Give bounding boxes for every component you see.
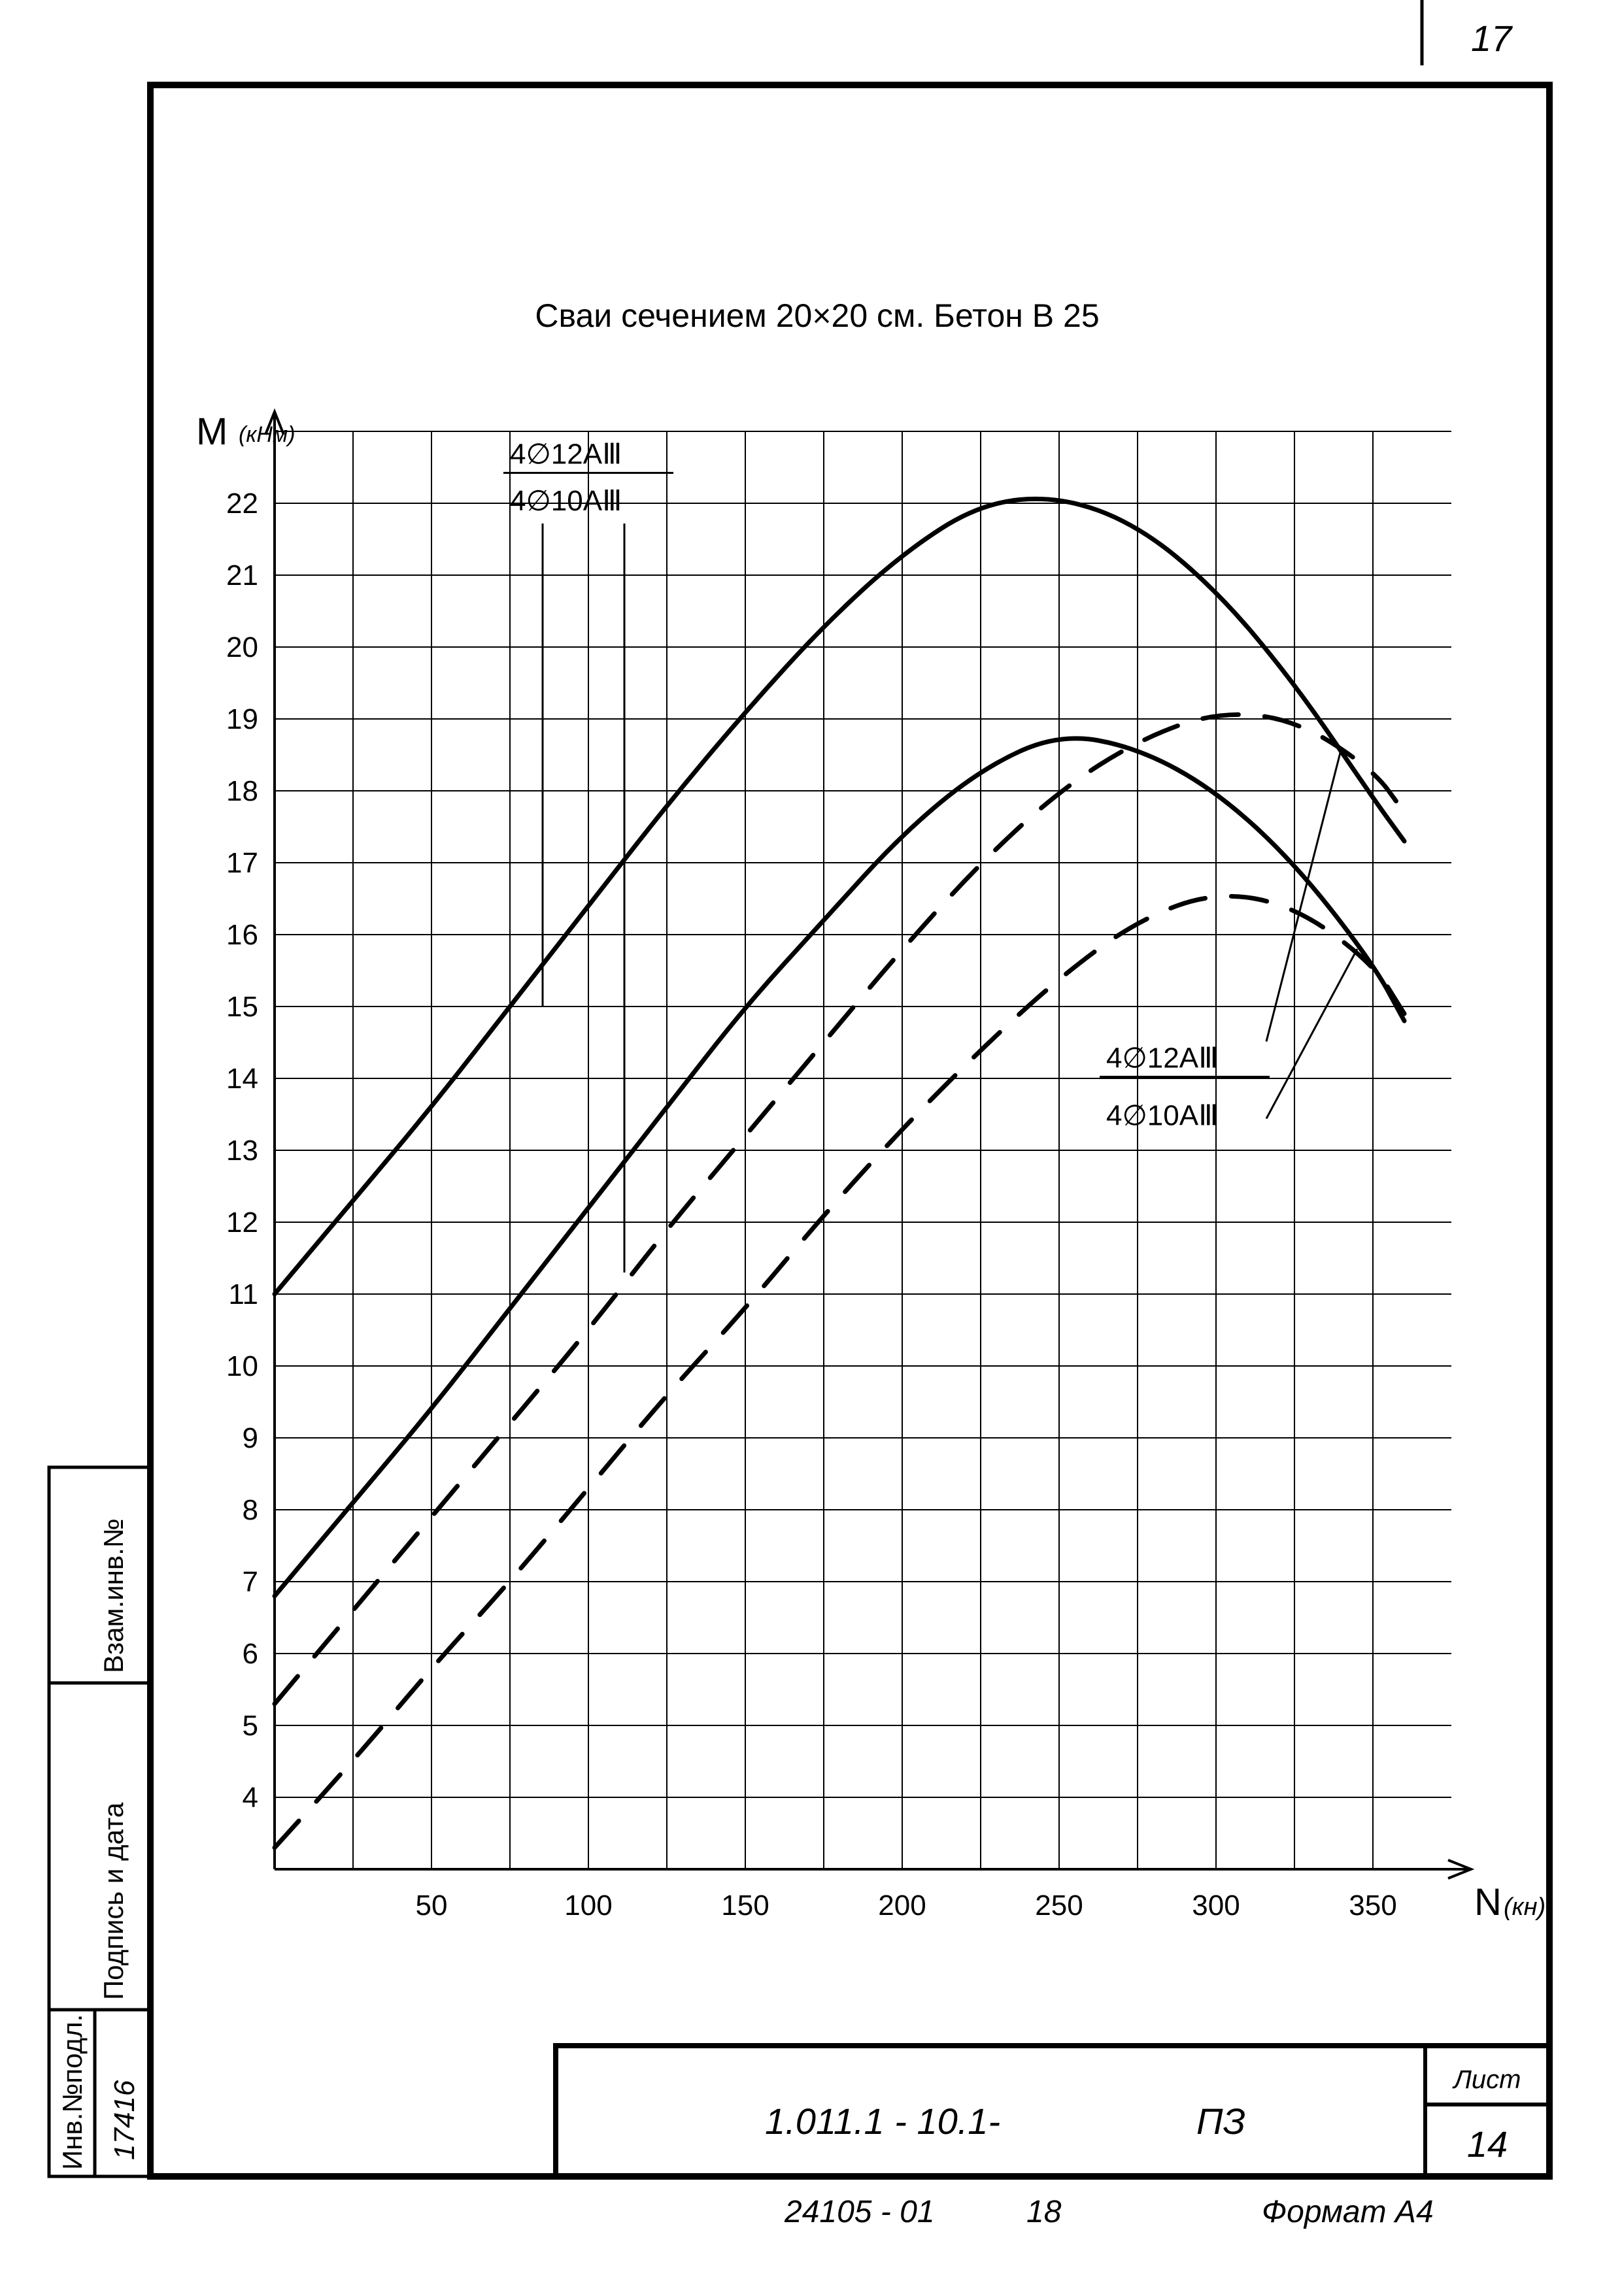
y-tick-label: 13 xyxy=(226,1135,258,1167)
annotation-left-upper: 4∅12АⅢ xyxy=(510,439,622,471)
y-tick-label: 8 xyxy=(243,1494,258,1526)
page: 17 Взам.инв.№ Подпись и дата Инв.№подл. … xyxy=(0,0,1622,2293)
chart-title: Сваи сечением 20×20 см. Бетон В 25 xyxy=(535,297,1099,334)
curve-solid_lower_4d10AIII xyxy=(275,739,1404,1596)
y-tick-label: 21 xyxy=(226,559,258,591)
side-label-podpis-data: Подпись и дата xyxy=(98,1802,129,2000)
x-tick-label: 250 xyxy=(1035,1889,1083,1922)
x-axis-units: (кн) xyxy=(1504,1893,1546,1921)
x-tick-label: 300 xyxy=(1192,1889,1240,1922)
x-tick-label: 100 xyxy=(564,1889,612,1922)
y-tick-label: 15 xyxy=(226,991,258,1023)
outer-frame xyxy=(150,85,1549,2176)
side-label-inv-podl: Инв.№подл. xyxy=(57,2014,88,2170)
annotation-right-leader-lower xyxy=(1266,949,1357,1119)
side-strip: Взам.инв.№ Подпись и дата Инв.№подл. 174… xyxy=(49,1467,150,2176)
chart: M (кНм) N(кн) 50 100 150 200 250 300 350 4 5 6 7 8 9 10 1… xyxy=(196,410,1546,1923)
x-tick-label: 350 xyxy=(1349,1889,1396,1922)
y-tick-label: 10 xyxy=(226,1350,258,1382)
doc-number: 1.011.1 - 10.1- xyxy=(765,2101,1000,2142)
drawing-svg: 17 Взам.инв.№ Подпись и дата Инв.№подл. … xyxy=(0,0,1622,2293)
y-tick-label: 11 xyxy=(228,1278,258,1310)
y-tick-label: 12 xyxy=(226,1206,258,1239)
page-number-top: 17 xyxy=(1471,18,1513,59)
x-tick-label: 200 xyxy=(878,1889,926,1922)
y-tick-label: 9 xyxy=(243,1422,258,1454)
annotation-left-lower: 4∅10АⅢ xyxy=(510,485,622,517)
annotation-right-lower: 4∅10АⅢ xyxy=(1106,1100,1218,1132)
y-tick-label: 14 xyxy=(226,1063,258,1095)
side-label-inv-number: 17416 xyxy=(109,2080,141,2160)
y-tick-label: 20 xyxy=(226,631,258,663)
footer-left: 24105 - 01 xyxy=(784,2195,935,2229)
y-axis-units: (кНм) xyxy=(239,422,296,447)
x-axis-label: N xyxy=(1474,1881,1502,1923)
footer-mid: 18 xyxy=(1026,2195,1062,2229)
y-tick-label: 16 xyxy=(226,919,258,951)
footer-right: Формат А4 xyxy=(1262,2195,1434,2229)
x-tick-label: 50 xyxy=(416,1889,448,1922)
y-tick-label: 4 xyxy=(243,1782,258,1814)
sheet-number: 14 xyxy=(1467,2123,1508,2165)
y-tick-label: 17 xyxy=(226,847,258,879)
y-tick-label: 19 xyxy=(226,703,258,735)
y-tick-label: 7 xyxy=(243,1566,258,1598)
curve-dashed_lower_4d10AIII xyxy=(275,896,1404,1848)
title-block: 1.011.1 - 10.1- ПЗ Лист 14 xyxy=(556,2046,1549,2176)
doc-code: ПЗ xyxy=(1196,2101,1245,2142)
x-tick-label: 150 xyxy=(721,1889,769,1922)
y-axis-label: M xyxy=(196,410,228,453)
side-label-vzam-inv: Взам.инв.№ xyxy=(98,1518,129,1673)
y-tick-label: 6 xyxy=(243,1638,258,1670)
y-tick-label: 5 xyxy=(243,1710,258,1742)
annotation-right-upper: 4∅12АⅢ xyxy=(1106,1042,1218,1074)
y-tick-label: 22 xyxy=(226,488,258,520)
y-tick-label: 18 xyxy=(226,775,258,807)
sheet-label: Лист xyxy=(1452,2065,1521,2094)
